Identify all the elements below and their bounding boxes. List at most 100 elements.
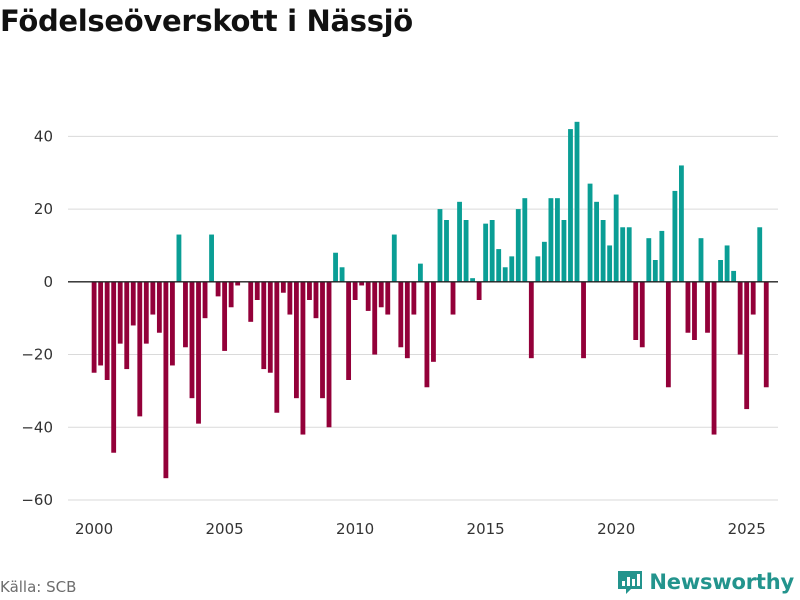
bar <box>450 281 456 315</box>
bar <box>587 183 593 282</box>
bar <box>235 281 241 286</box>
bar <box>424 281 430 388</box>
bar <box>757 227 763 282</box>
y-tick-label: −20 <box>21 346 53 364</box>
bar <box>143 281 149 344</box>
bar <box>359 281 365 286</box>
bar <box>541 241 547 282</box>
bar <box>600 220 606 282</box>
y-tick-label: −40 <box>21 418 53 436</box>
bar <box>528 281 534 359</box>
bar <box>150 281 156 315</box>
chart-bars <box>91 121 769 479</box>
chart-title: Födelseöverskott i Nässjö <box>0 4 413 38</box>
bar <box>568 129 573 282</box>
y-axis-ticks: −60 −40 −20 0 20 40 <box>21 127 53 509</box>
y-tick-label: 40 <box>34 127 53 145</box>
bar <box>548 198 554 282</box>
bar <box>646 238 652 282</box>
bar <box>411 281 417 315</box>
x-tick-label: 2015 <box>467 520 505 538</box>
x-tick-label: 2005 <box>206 520 244 538</box>
x-tick-label: 2025 <box>728 520 766 538</box>
y-tick-label: 0 <box>43 273 53 291</box>
y-tick-label: −60 <box>21 491 53 509</box>
bar <box>346 281 352 380</box>
bar <box>170 281 175 366</box>
bar <box>750 281 756 315</box>
bar <box>705 281 710 333</box>
bar <box>378 281 384 308</box>
bar <box>176 234 182 282</box>
bar <box>307 281 312 300</box>
bar <box>111 281 117 453</box>
bar <box>287 281 293 315</box>
x-tick-label: 2000 <box>75 520 113 538</box>
bar <box>515 209 521 282</box>
brand-name: Newsworthy <box>649 570 794 594</box>
bar <box>137 281 143 417</box>
bar <box>665 281 671 388</box>
bar <box>737 281 743 355</box>
bar <box>483 223 489 282</box>
bar <box>274 281 280 413</box>
bar-chart-logo-icon <box>618 571 643 594</box>
bar <box>489 220 495 282</box>
x-axis-ticks: 2000 2005 2010 2015 2020 2025 <box>75 520 766 538</box>
y-tick-label: 20 <box>34 200 53 218</box>
bar <box>724 245 730 282</box>
bar <box>398 281 404 348</box>
bar <box>300 281 306 435</box>
bar <box>372 281 378 355</box>
bar <box>626 227 632 282</box>
bar <box>581 281 586 359</box>
bar <box>652 260 658 282</box>
bar <box>104 281 110 380</box>
bar <box>313 281 319 319</box>
bar <box>444 220 449 282</box>
bar <box>509 256 515 282</box>
bar <box>130 281 136 326</box>
bar <box>261 281 267 370</box>
bar <box>117 281 123 344</box>
bar <box>196 281 201 424</box>
source-label: Källa: SCB <box>0 578 77 596</box>
bar <box>352 281 358 300</box>
chart-gridlines <box>68 135 778 501</box>
bar <box>333 252 338 282</box>
bar <box>222 281 228 351</box>
bar <box>417 263 423 282</box>
bar <box>91 281 97 373</box>
bar <box>594 201 599 282</box>
bar <box>685 281 691 333</box>
bar <box>391 234 397 282</box>
bar <box>561 220 567 282</box>
bar <box>215 281 221 297</box>
bar <box>431 281 436 362</box>
bar <box>457 201 462 282</box>
bar <box>228 281 234 308</box>
bar <box>763 281 769 388</box>
bar <box>496 249 502 282</box>
bar <box>293 281 299 399</box>
bar <box>574 121 580 282</box>
bar <box>404 281 410 359</box>
bar <box>254 281 260 300</box>
bar <box>698 238 704 282</box>
bar <box>535 256 541 282</box>
bar <box>522 198 528 282</box>
bar <box>98 281 104 366</box>
bar <box>620 227 626 282</box>
bar <box>672 190 678 282</box>
bar <box>365 281 371 311</box>
bar <box>320 281 325 399</box>
x-tick-label: 2020 <box>597 520 635 538</box>
bar <box>613 194 619 282</box>
bar <box>326 281 332 428</box>
bar <box>659 230 665 282</box>
x-tick-label: 2010 <box>336 520 374 538</box>
bar <box>470 278 476 282</box>
newsworthy-logo[interactable]: Newsworthy <box>617 569 794 595</box>
bar <box>156 281 162 333</box>
